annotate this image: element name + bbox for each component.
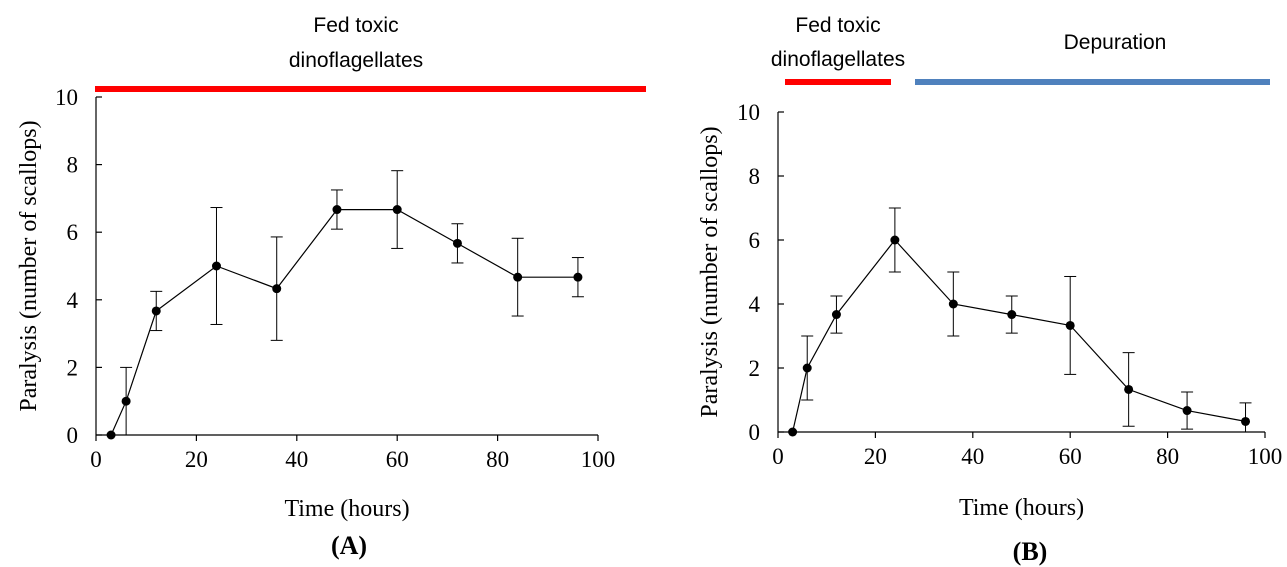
- panel-label: (A): [331, 531, 367, 560]
- x-tick-label: 40: [285, 447, 308, 472]
- panel-label: (B): [1013, 537, 1048, 566]
- data-point: [788, 427, 798, 437]
- x-axis-label: Time (hours): [959, 495, 1084, 521]
- data-point: [332, 205, 342, 215]
- y-tick-label: 6: [749, 228, 761, 253]
- x-tick-label: 40: [961, 444, 984, 469]
- x-tick-label: 100: [1248, 444, 1283, 469]
- data-point: [392, 205, 402, 215]
- y-tick-label: 4: [749, 292, 761, 317]
- data-point: [1007, 310, 1017, 320]
- y-tick-label: 0: [749, 420, 761, 445]
- data-point: [802, 363, 812, 373]
- data-point: [272, 284, 282, 294]
- panel-b: Fed toxic dinoflagellates Depuration 0 2 4 6 8 1…: [697, 14, 1282, 566]
- data-point: [106, 430, 116, 440]
- x-tick-label: 20: [864, 444, 887, 469]
- y-tick-label: 4: [67, 288, 79, 313]
- data-point: [513, 272, 523, 282]
- y-tick-label: 2: [67, 355, 79, 380]
- data-point: [121, 396, 131, 406]
- y-tick-label: 2: [749, 356, 761, 381]
- y-tick-label: 8: [67, 153, 79, 178]
- x-tick-label: 60: [386, 447, 409, 472]
- data-point: [1241, 416, 1251, 426]
- data-point: [890, 235, 900, 245]
- x-tick-label: 80: [1156, 444, 1179, 469]
- series-line: [110, 209, 578, 436]
- x-tick-label: 0: [772, 444, 784, 469]
- data-point: [452, 238, 462, 248]
- y-tick-label: 10: [737, 100, 760, 125]
- x-tick-label: 80: [486, 447, 509, 472]
- y-tick-label: 6: [67, 220, 79, 245]
- data-point: [573, 272, 583, 282]
- x-tick-label: 100: [581, 447, 616, 472]
- y-axis-label: Paralysis (number of scallops): [697, 126, 723, 417]
- data-point: [151, 306, 161, 316]
- series-line: [792, 239, 1246, 433]
- x-tick-label: 0: [90, 447, 102, 472]
- y-tick-label: 10: [55, 85, 78, 110]
- data-point: [211, 261, 221, 271]
- x-tick-label: 20: [185, 447, 208, 472]
- data-point: [831, 310, 841, 320]
- data-point: [948, 299, 958, 309]
- y-tick-label: 8: [749, 164, 761, 189]
- fed-toxic-label: Fed toxic: [795, 14, 880, 37]
- x-axis-label: Time (hours): [284, 496, 409, 522]
- dinoflagellates-label: dinoflagellates: [771, 48, 905, 71]
- y-tick-label: 0: [67, 423, 79, 448]
- dinoflagellates-label: dinoflagellates: [289, 49, 423, 72]
- fed-toxic-label: Fed toxic: [313, 14, 398, 37]
- depuration-label: Depuration: [1064, 31, 1167, 54]
- x-tick-label: 60: [1059, 444, 1082, 469]
- data-point: [1182, 406, 1192, 416]
- data-point: [1124, 384, 1134, 394]
- data-point: [1065, 320, 1075, 330]
- y-axis-label: Paralysis (number of scallops): [16, 120, 42, 411]
